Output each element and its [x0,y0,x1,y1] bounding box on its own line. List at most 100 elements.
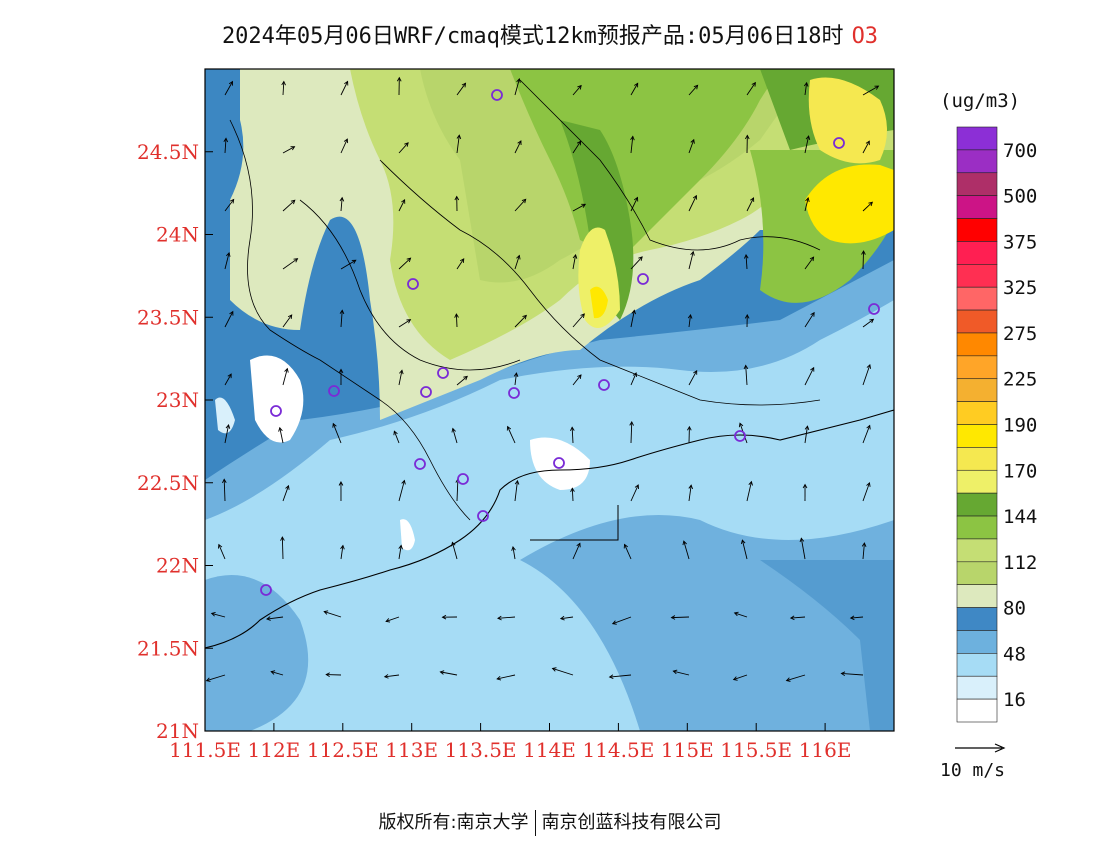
colorbar-swatch [956,378,998,402]
wind-arrow [746,197,755,212]
colorbar-swatch [956,241,998,265]
colorbar-label: 112 [1003,552,1037,574]
wind-arrow [746,81,756,96]
wind-arrow [513,372,519,386]
wind-arrow [282,484,290,502]
wind-arrow [280,536,285,560]
wind-arrow [840,671,864,677]
wind-arrow [789,615,806,621]
lon-tick-label: 113E [385,738,438,762]
wind-arrow [630,135,635,154]
station-marker [491,89,503,101]
wind-arrow [862,201,873,212]
wind-arrow [572,313,585,328]
copyright-footer: 版权所有:南京大学 南京创蓝科技有限公司 [0,808,1100,836]
colorbar-label: 700 [1003,140,1037,162]
station-marker [598,379,610,391]
wind-arrow [572,203,587,212]
wind-arrow [332,422,342,444]
wind-arrow [340,80,349,96]
colorbar-swatch [956,469,998,494]
colorbar-swatch [956,447,998,471]
wind-arrow [861,542,867,560]
wind-arrow [740,539,748,560]
wind-arrow [514,77,521,96]
wind-arrow [338,368,344,386]
wind-arrow [572,374,582,386]
colorbar-swatch [956,424,998,448]
wind-arrow [398,544,403,560]
wind-arrow [339,196,345,212]
wind-arrow [743,253,749,270]
colorbar-swatch [956,355,998,380]
wind-arrow [630,82,639,96]
wind-arrow [398,319,412,328]
colorbar-swatch [956,698,998,723]
wind-arrow [454,313,459,328]
wind-arrow [454,195,460,212]
wind-arrow [224,80,233,96]
colorbar-label: 225 [1003,369,1037,391]
colorbar-label: 48 [1003,643,1026,665]
wind-arrow [340,138,349,154]
colorbar-swatch [956,286,998,311]
wind-arrow [456,134,462,154]
wind-arrow [802,483,808,502]
wind-arrow [630,196,639,212]
wind-arrow [861,250,866,270]
wind-arrow [514,314,527,328]
wind-arrow [398,479,406,502]
colorbar-swatch [956,515,998,540]
colorbar-swatch [956,653,998,677]
wind-arrow [456,258,465,270]
station-marker [437,367,449,379]
wind-arrow [688,484,694,502]
wind-arrow [222,478,227,502]
wind-arrow [396,76,402,96]
lon-tick-label: 114.5E [582,738,654,762]
reference-vector-label: 10 m/s [940,760,1006,781]
wind-arrow [441,614,458,620]
colorbar-swatch [956,172,998,196]
colorbar-swatch [956,675,998,700]
wind-arrow [514,479,520,502]
wind-arrow [570,426,575,444]
lon-tick-label: 114E [523,738,576,762]
lat-tick-label: 22.5N [137,471,199,495]
wind-arrow [672,669,690,676]
colorbar-label: 375 [1003,231,1037,253]
wind-arrow [862,482,871,502]
station-marker [270,405,282,417]
wind-arrow [224,424,231,444]
longitude-axis: 111.5E 112E 112.5E 113E 113.5E 114E 114.5E 115E… [169,723,851,762]
wind-arrow [862,318,875,328]
wind-arrow [785,674,806,682]
wind-arrow [611,616,632,625]
colorbar-swatch [956,538,998,563]
station-marker [508,387,520,399]
colorbar-swatch [956,492,998,517]
wind-arrow [385,616,400,623]
footer-left: 版权所有:南京大学 [378,812,529,833]
lat-tick-label: 21.5N [137,636,199,660]
lon-tick-label: 115E [661,738,714,762]
lat-tick-label: 23N [156,388,199,412]
station-marker [420,386,432,398]
wind-arrow [282,314,293,328]
station-marker [477,510,489,522]
wind-arrow [325,672,342,677]
colorbar-swatch [956,401,998,425]
station-marker [457,473,469,485]
wind-arrow [630,484,639,502]
wind-arrow [630,309,636,328]
wind-arrow [282,199,296,212]
wind-arrow [572,542,581,560]
colorbar-swatch [956,126,998,151]
colorbar-label: 16 [1003,689,1026,711]
wind-arrow [497,615,516,621]
wind-arrow [629,421,634,444]
wind-arrow [340,259,357,270]
wind-arrow [799,537,806,560]
wind-arrow [210,612,226,618]
lon-tick-label: 112.5E [307,738,379,762]
